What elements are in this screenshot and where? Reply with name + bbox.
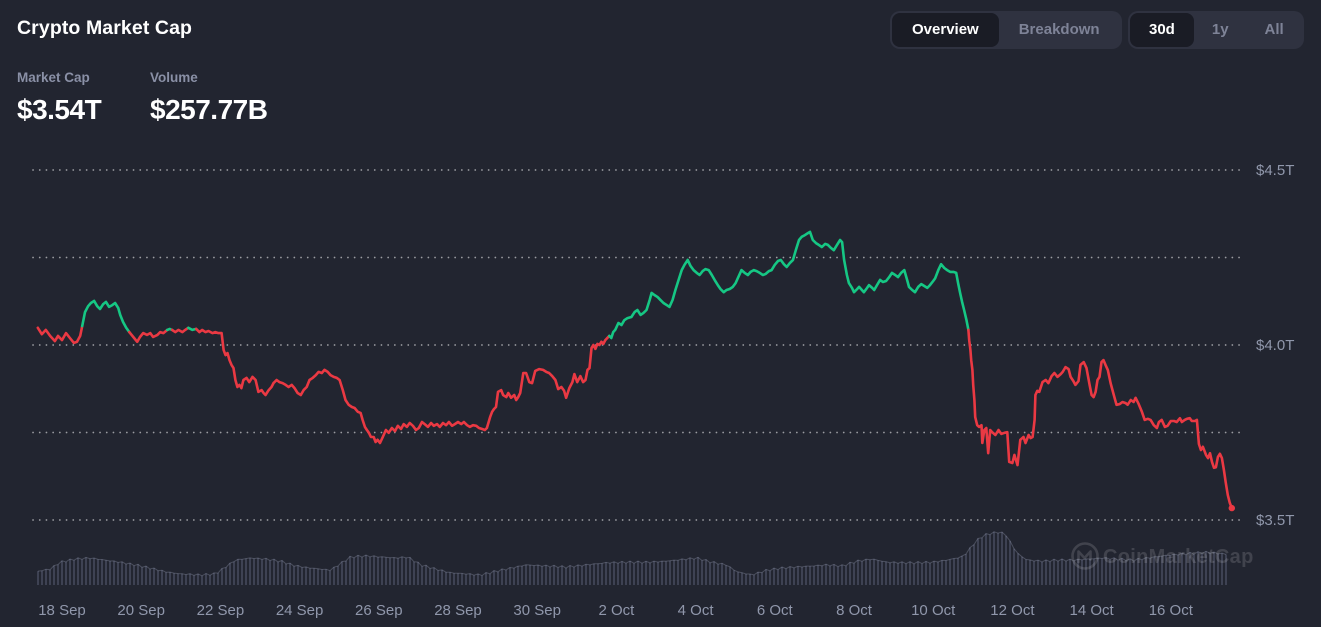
- page-title: Crypto Market Cap: [17, 17, 193, 39]
- y-axis-label: $4.0T: [1256, 337, 1294, 354]
- stat-volume-label: Volume: [150, 70, 198, 85]
- price-line-segment-down: [194, 327, 611, 445]
- price-line-segment-up: [607, 230, 970, 340]
- price-line-segment-down: [128, 328, 169, 344]
- range-button-1y[interactable]: 1y: [1211, 21, 1229, 38]
- x-axis-label: 8 Oct: [836, 602, 873, 619]
- x-axis-label: 10 Oct: [911, 602, 956, 619]
- x-axis-label: 6 Oct: [757, 602, 794, 619]
- stat-volume: Volume $257.77B: [150, 70, 268, 126]
- x-axis-label: 18 Sep: [38, 602, 86, 619]
- tab-breakdown[interactable]: Breakdown: [1018, 21, 1100, 38]
- stat-market-cap-value: $3.54T: [17, 94, 102, 125]
- coinmarketcap-logo-icon: [1071, 542, 1099, 570]
- price-line-segment-down: [170, 326, 190, 334]
- watermark-text: CoinMarketCap: [1103, 546, 1254, 568]
- stat-market-cap: Market Cap $3.54T: [17, 70, 102, 126]
- y-axis-label: $4.5T: [1256, 162, 1294, 179]
- x-axis-label: 20 Sep: [117, 602, 165, 619]
- price-line-segment-down: [967, 328, 1234, 510]
- range-toggle: 30d 1y All: [1128, 11, 1304, 49]
- coinmarketcap-logo-m: [1077, 550, 1092, 564]
- watermark: CoinMarketCap: [1071, 542, 1254, 570]
- x-axis-label: 30 Sep: [513, 602, 561, 619]
- range-button-30d[interactable]: 30d: [1130, 13, 1194, 47]
- x-axis-label: 4 Oct: [678, 602, 715, 619]
- price-line-segment-up: [80, 299, 131, 334]
- range-button-all[interactable]: All: [1264, 21, 1284, 38]
- volume-bars: [37, 531, 1227, 585]
- stat-market-cap-label: Market Cap: [17, 70, 90, 85]
- x-axis-label: 26 Sep: [355, 602, 403, 619]
- volume-outline: [37, 531, 1227, 577]
- x-axis-label: 2 Oct: [598, 602, 635, 619]
- view-toggle: Overview Breakdown: [890, 11, 1122, 49]
- y-axis-label: $3.5T: [1256, 512, 1294, 529]
- x-axis-label: 16 Oct: [1149, 602, 1194, 619]
- x-axis-label: 12 Oct: [990, 602, 1035, 619]
- line-end-dot: [1228, 504, 1236, 512]
- price-line-segment-down: [36, 324, 84, 345]
- x-axis-label: 24 Sep: [276, 602, 324, 619]
- x-axis-label: 28 Sep: [434, 602, 482, 619]
- stat-volume-value: $257.77B: [150, 94, 268, 125]
- x-axis-label: 22 Sep: [197, 602, 245, 619]
- x-axis-label: 14 Oct: [1070, 602, 1115, 619]
- tab-overview[interactable]: Overview: [892, 13, 999, 47]
- price-line-segment-up: [187, 326, 198, 332]
